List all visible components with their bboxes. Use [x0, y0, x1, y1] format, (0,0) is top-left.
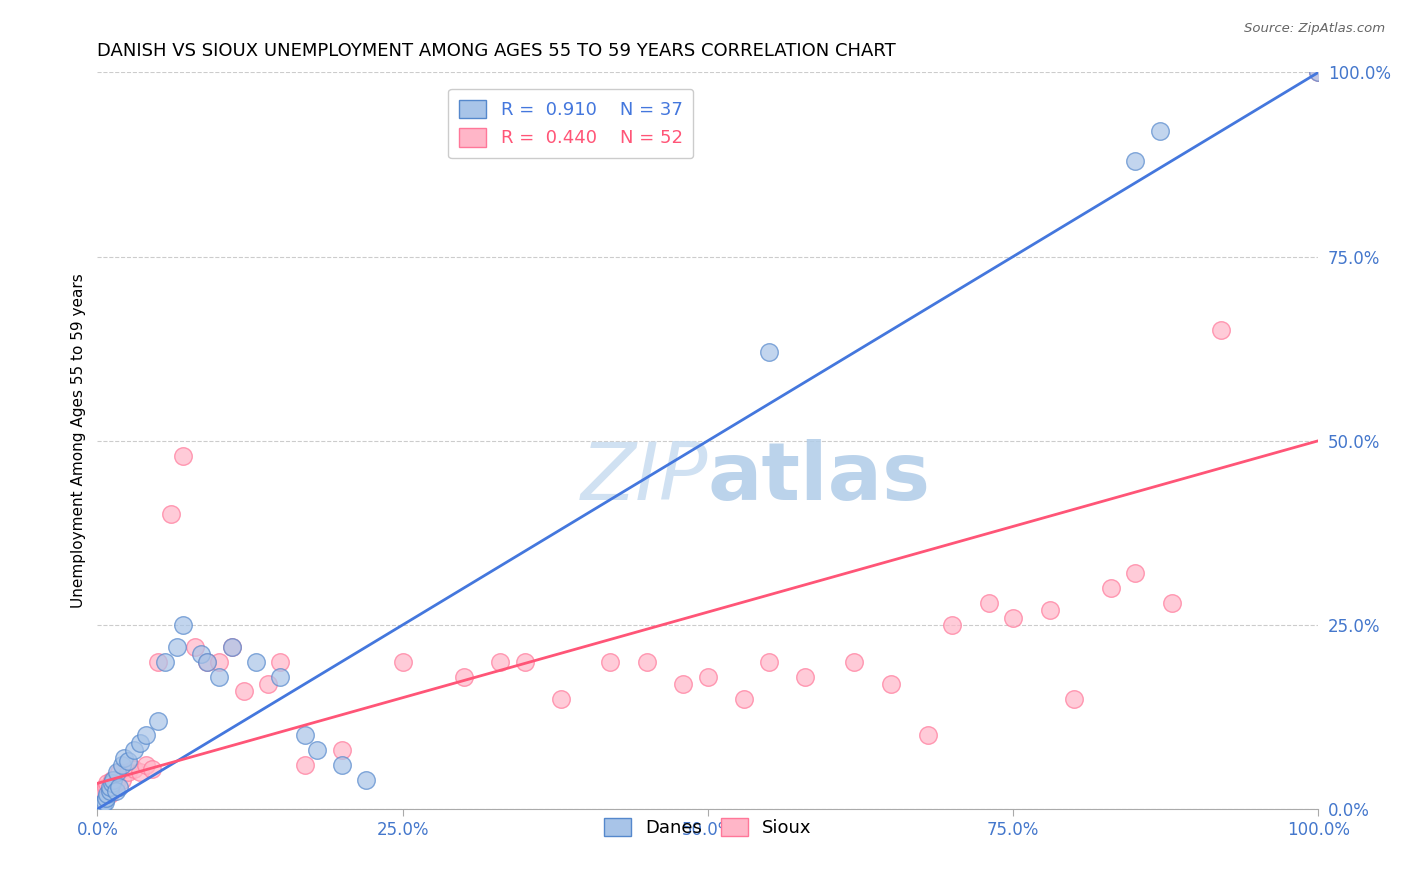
Point [104, 783, 127, 797]
Text: ZIP: ZIP [581, 439, 707, 516]
Point [208, 669, 231, 683]
Point [117, 754, 139, 768]
Point [1149, 124, 1171, 138]
Point [141, 762, 163, 776]
Point [96, 776, 118, 790]
Point [221, 640, 243, 654]
Point [221, 640, 243, 654]
Point [636, 655, 658, 669]
Point [354, 772, 377, 787]
Point [1123, 153, 1146, 168]
Point [108, 765, 131, 780]
Legend: Danes, Sioux: Danes, Sioux [598, 811, 818, 845]
Point [1123, 566, 1146, 581]
Point [184, 640, 207, 654]
Point [269, 669, 291, 683]
Point [108, 780, 131, 794]
Point [1002, 610, 1025, 624]
Point [94, 791, 117, 805]
Point [148, 655, 170, 669]
Point [733, 691, 755, 706]
Point [195, 655, 218, 669]
Point [93, 783, 115, 797]
Point [232, 684, 254, 698]
Point [880, 677, 903, 691]
Point [98, 780, 121, 794]
Point [111, 758, 134, 772]
Point [103, 772, 125, 787]
Point [101, 776, 124, 790]
Point [190, 648, 212, 662]
Point [391, 655, 413, 669]
Point [1099, 581, 1122, 595]
Point [91, 798, 114, 813]
Point [91, 788, 114, 802]
Point [1308, 65, 1330, 79]
Point [489, 655, 512, 669]
Point [117, 765, 139, 780]
Point [599, 655, 621, 669]
Point [294, 729, 316, 743]
Point [101, 772, 124, 787]
Text: atlas: atlas [707, 439, 931, 516]
Point [195, 655, 218, 669]
Point [104, 776, 127, 790]
Point [96, 788, 118, 802]
Point [1063, 691, 1085, 706]
Point [794, 669, 817, 683]
Point [122, 762, 145, 776]
Point [758, 655, 780, 669]
Point [1209, 323, 1232, 337]
Point [696, 669, 718, 683]
Point [89, 791, 111, 805]
Point [245, 655, 267, 669]
Point [153, 655, 176, 669]
Point [129, 736, 152, 750]
Point [98, 788, 121, 802]
Point [122, 743, 145, 757]
Point [1160, 596, 1182, 610]
Point [269, 655, 291, 669]
Point [758, 345, 780, 359]
Point [135, 758, 157, 772]
Point [294, 758, 316, 772]
Point [89, 800, 111, 814]
Text: DANISH VS SIOUX UNEMPLOYMENT AMONG AGES 55 TO 59 YEARS CORRELATION CHART: DANISH VS SIOUX UNEMPLOYMENT AMONG AGES … [97, 42, 896, 60]
Point [148, 714, 170, 728]
Point [208, 655, 231, 669]
Point [307, 743, 329, 757]
Point [1308, 65, 1330, 79]
Point [172, 449, 194, 463]
Point [1039, 603, 1062, 617]
Point [453, 669, 475, 683]
Y-axis label: Unemployment Among Ages 55 to 59 years: Unemployment Among Ages 55 to 59 years [72, 274, 86, 608]
Point [917, 729, 939, 743]
Point [93, 795, 115, 809]
Point [166, 640, 188, 654]
Point [159, 508, 181, 522]
Point [98, 783, 121, 797]
Point [111, 772, 134, 787]
Point [129, 765, 152, 780]
Point [330, 743, 353, 757]
Point [112, 750, 135, 764]
Point [135, 729, 157, 743]
Point [977, 596, 1000, 610]
Point [941, 618, 963, 632]
Point [672, 677, 695, 691]
Point [93, 796, 115, 810]
Point [172, 618, 194, 632]
Point [513, 655, 536, 669]
Point [257, 677, 280, 691]
Point [330, 758, 353, 772]
Text: Source: ZipAtlas.com: Source: ZipAtlas.com [1244, 22, 1385, 36]
Point [550, 691, 572, 706]
Point [844, 655, 866, 669]
Point [94, 780, 117, 794]
Point [105, 765, 128, 780]
